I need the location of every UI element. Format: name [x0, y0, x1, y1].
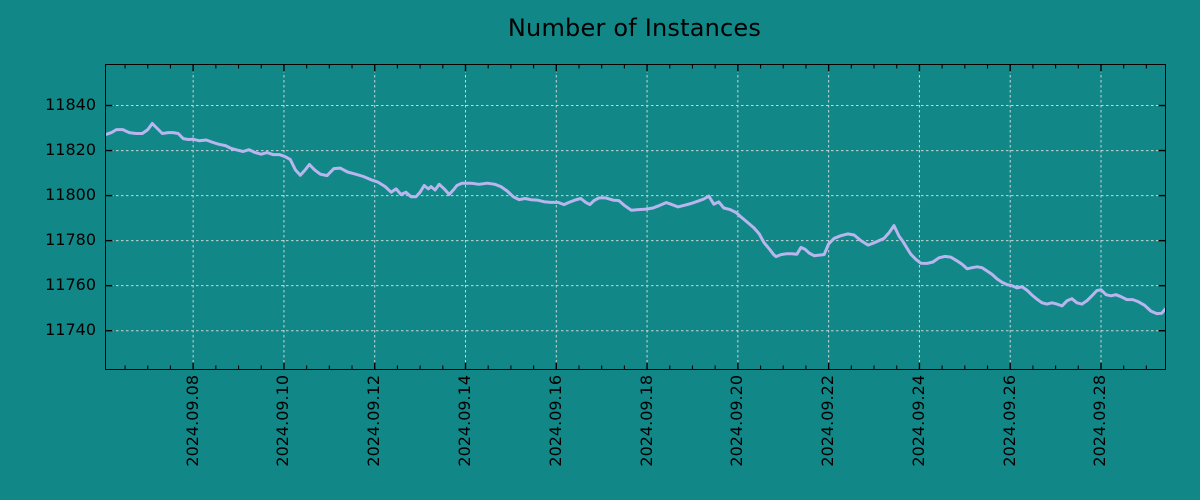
y-tick-label: 11800: [45, 185, 96, 205]
instances-line: [106, 122, 1165, 316]
y-tick-label: 11760: [45, 275, 96, 295]
y-tick-label: 11820: [45, 140, 96, 160]
y-tick-label: 11780: [45, 230, 96, 250]
y-tick-label: 11740: [45, 320, 96, 340]
plot-area: [105, 64, 1166, 370]
chart-title: Number of Instances: [507, 14, 762, 42]
y-tick-label: 11840: [45, 95, 96, 115]
plot-canvas: [106, 65, 1165, 369]
